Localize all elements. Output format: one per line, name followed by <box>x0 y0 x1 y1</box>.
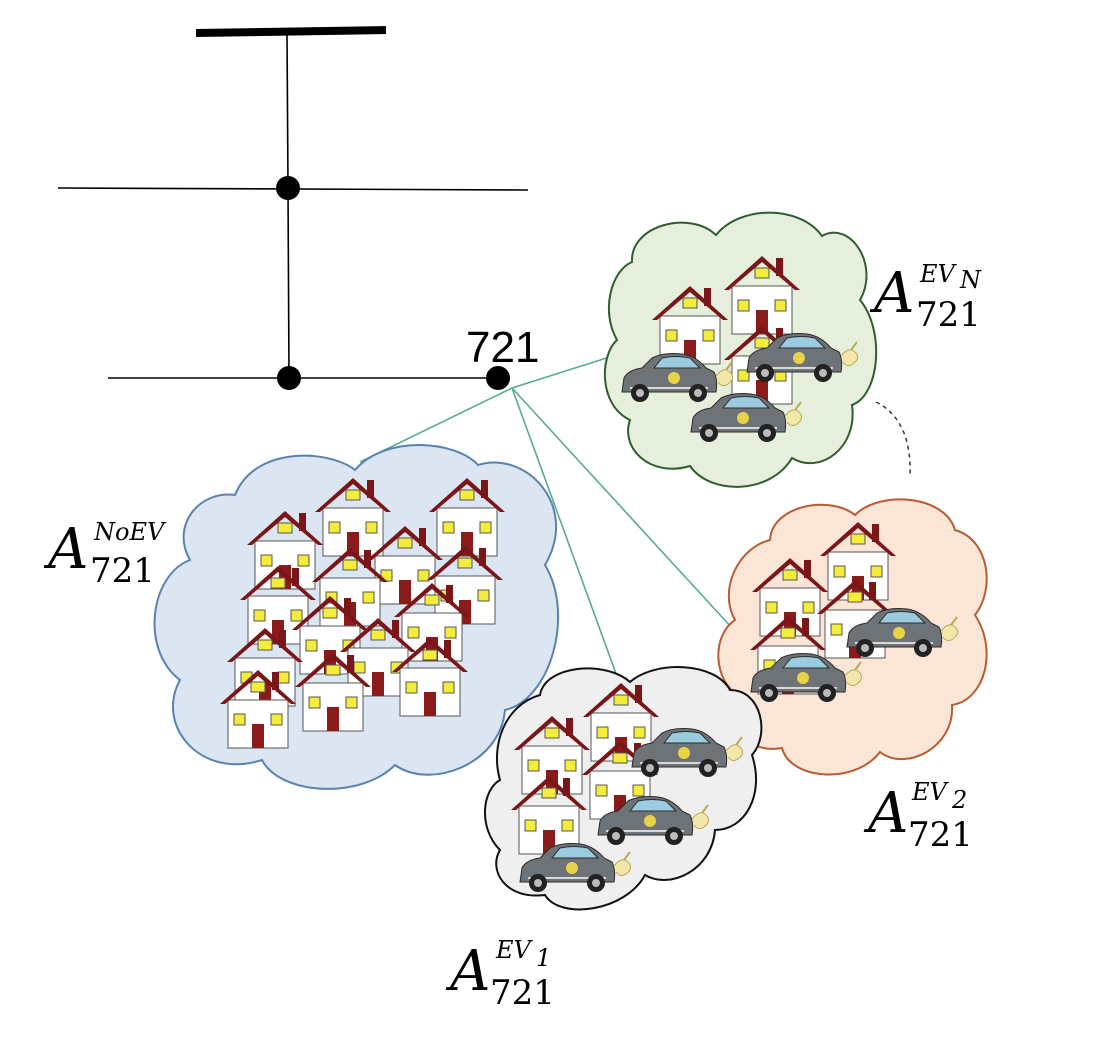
source-busbar <box>195 26 387 37</box>
label-evn-base: A <box>869 261 914 326</box>
label-ev1-sub: 721 <box>490 973 555 1013</box>
label-noev: A NoEV 721 <box>43 517 168 591</box>
label-noev-sub: 721 <box>90 551 155 591</box>
label-noev-sup: NoEV <box>93 518 167 546</box>
label-ev1-sup-index: 1 <box>536 944 551 972</box>
feeder-line-ev2 <box>511 387 733 629</box>
label-evn-sub: 721 <box>916 295 981 335</box>
node-junction-lower <box>277 366 301 390</box>
label-ev1-base: A <box>445 939 490 1004</box>
node-junction-upper <box>276 176 300 200</box>
label-evn: A EV N 721 <box>869 260 985 335</box>
label-ev1-sup: EV <box>495 936 534 964</box>
cluster-ev1: A EV 1 721 <box>445 666 763 1013</box>
cluster-ev2: A EV 2 721 <box>717 498 988 855</box>
feeder-line-ev1 <box>511 387 623 691</box>
label-noev-base: A <box>43 517 88 582</box>
label-ev2: A EV 2 721 <box>863 778 973 855</box>
feeder-line-evn <box>511 354 617 389</box>
cluster-noev: A NoEV 721 <box>43 444 560 790</box>
label-evn-sup: EV <box>919 260 958 288</box>
label-ev2-sub: 721 <box>908 815 973 855</box>
cluster-evn: A EV N 721 <box>603 211 985 488</box>
node-721-label: 721 <box>466 323 539 372</box>
label-ev2-sup: EV <box>911 778 950 806</box>
trunk-upper <box>286 32 289 188</box>
label-ev1: A EV 1 721 <box>445 936 555 1013</box>
node-721 <box>486 366 510 390</box>
trunk-lower <box>287 186 290 379</box>
label-ev2-sup-index: 2 <box>951 786 967 814</box>
label-ev2-base: A <box>863 781 908 846</box>
label-evn-sup-index: N <box>959 266 982 294</box>
ellipsis-dashed-arc <box>875 401 911 477</box>
